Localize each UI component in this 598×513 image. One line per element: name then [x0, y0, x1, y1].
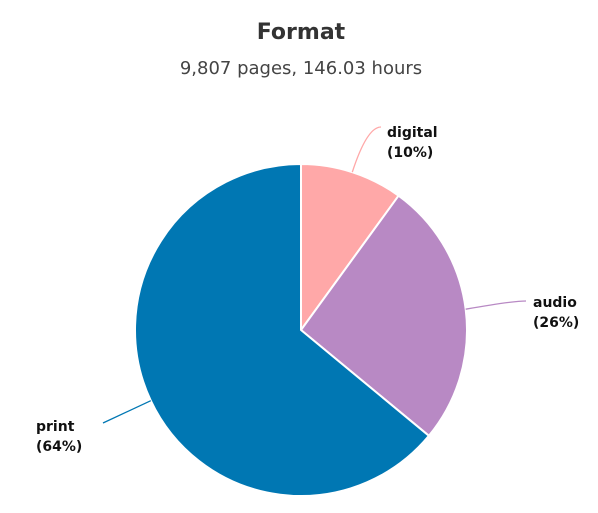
- leader-line-audio: [465, 300, 527, 310]
- slice-label-audio: audio: [533, 295, 577, 311]
- slice-pct-audio: (26%): [533, 315, 579, 331]
- pie-slice-digital: [300, 163, 400, 331]
- slice-labels: digital (10%) audio (26%) print (64%): [36, 125, 579, 455]
- slice-label-digital: digital: [387, 125, 438, 141]
- label-leader-lines: [102, 126, 527, 424]
- pie-slice-audio: [300, 194, 468, 437]
- pie-slice-print: [134, 163, 430, 497]
- slice-pct-digital: (10%): [387, 145, 433, 161]
- slice-label-print: print: [36, 419, 75, 435]
- leader-line-digital: [351, 126, 382, 173]
- chart-title: Format: [256, 20, 346, 45]
- pie-slices: [134, 163, 468, 497]
- chart-subtitle: 9,807 pages, 146.03 hours: [179, 58, 423, 79]
- slice-pct-print: (64%): [36, 439, 82, 455]
- leader-line-print: [102, 400, 152, 424]
